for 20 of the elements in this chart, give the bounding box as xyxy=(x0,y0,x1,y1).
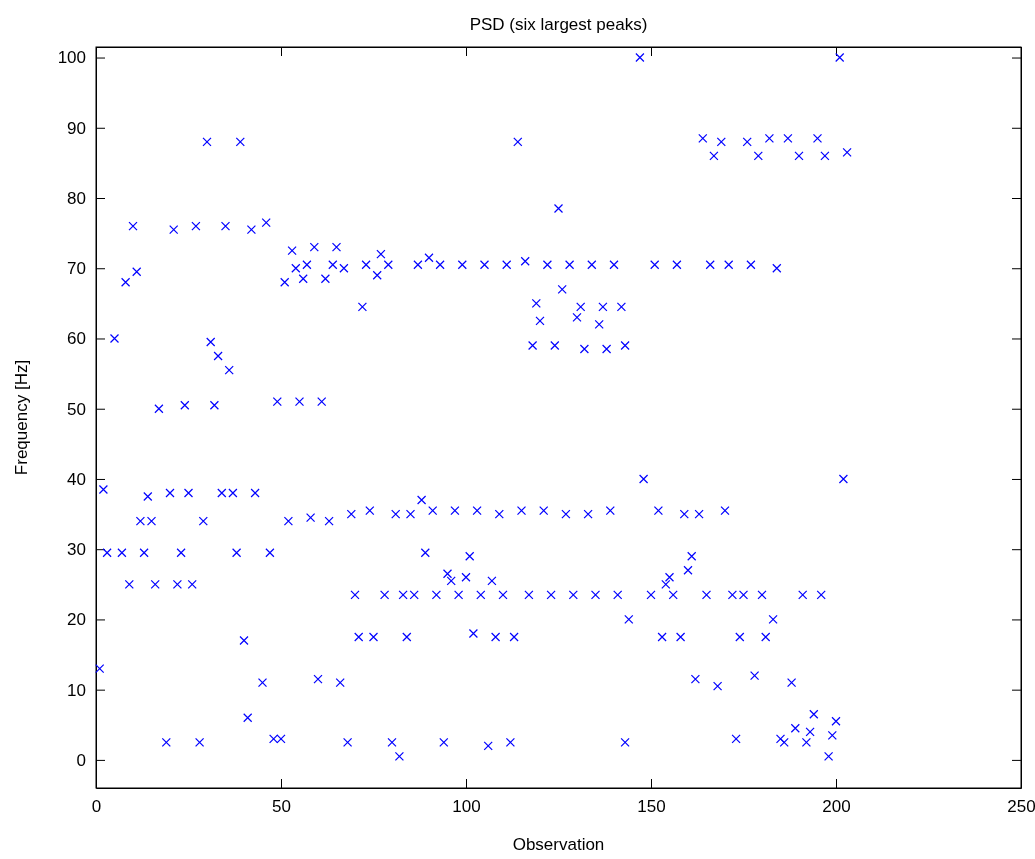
y-tick-label: 90 xyxy=(67,118,86,138)
y-tick-label: 80 xyxy=(67,188,86,208)
y-tick-label: 10 xyxy=(67,680,86,700)
y-axis-title: Frequency [Hz] xyxy=(12,359,31,476)
y-tick-label: 30 xyxy=(67,540,86,560)
y-tick-label: 20 xyxy=(67,610,86,630)
y-tick-label: 100 xyxy=(57,48,86,68)
y-tick-label: 60 xyxy=(67,329,86,349)
y-tick-label: 0 xyxy=(76,750,86,770)
chart-title: PSD (six largest peaks) xyxy=(469,15,648,34)
x-tick-label: 250 xyxy=(1007,797,1035,817)
x-tick-label: 200 xyxy=(822,797,851,817)
x-tick-label: 150 xyxy=(637,797,666,817)
y-tick-label: 70 xyxy=(67,259,86,279)
x-tick-label: 0 xyxy=(91,797,102,817)
y-tick-label: 50 xyxy=(67,399,86,419)
y-tick-label: 40 xyxy=(67,469,86,489)
x-tick-label: 50 xyxy=(272,797,291,817)
x-axis-title: Observation xyxy=(512,835,605,854)
x-tick-label: 100 xyxy=(452,797,481,817)
